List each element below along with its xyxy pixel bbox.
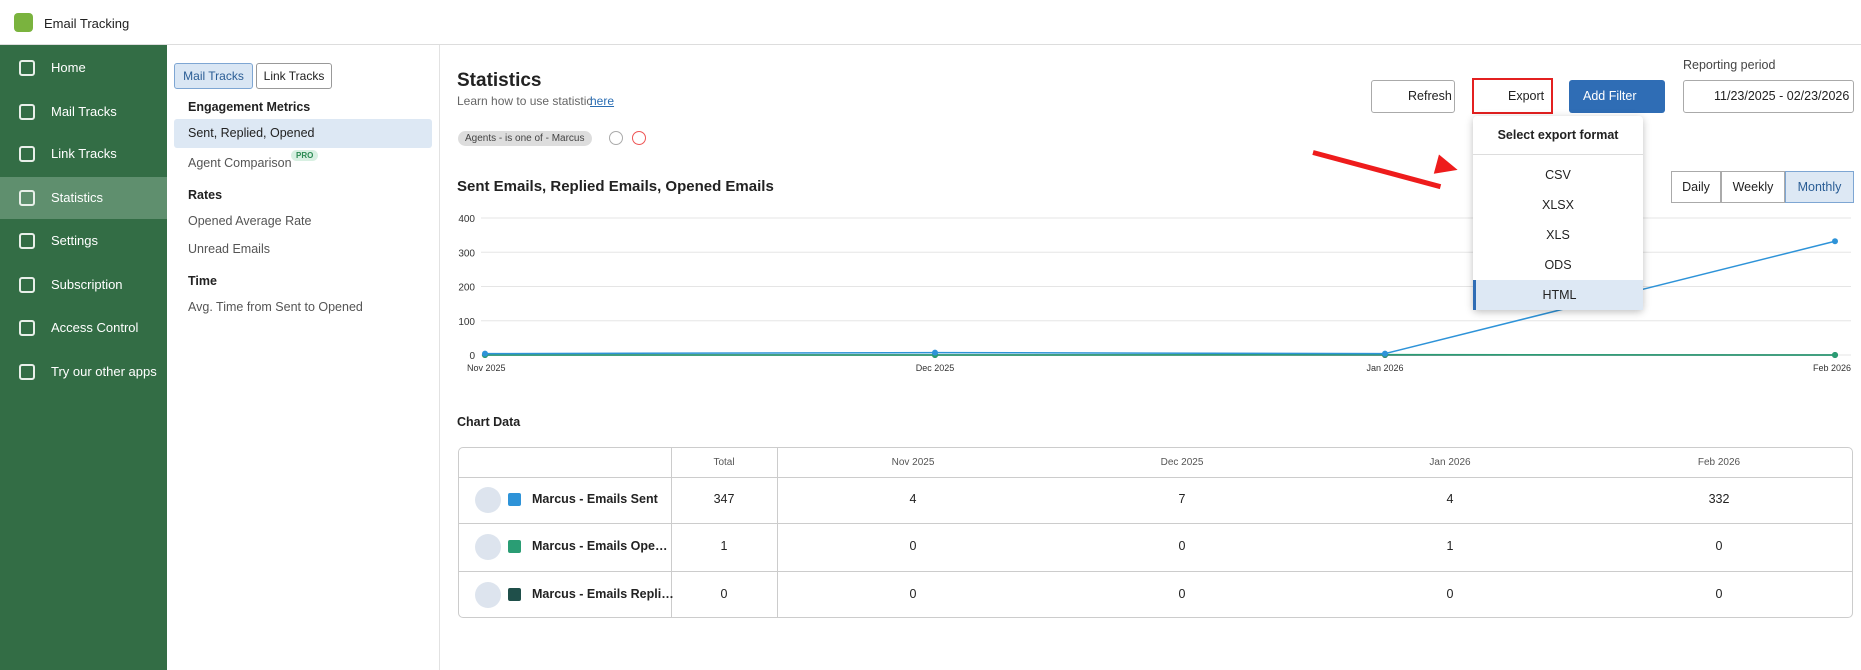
export-menu: Select export format CSV XLSX XLS ODS HTML	[1473, 116, 1643, 310]
nav-item[interactable]	[0, 177, 167, 219]
export-option[interactable]: XLSX	[1542, 198, 1574, 212]
export-option[interactable]: ODS	[1544, 258, 1572, 272]
export-option[interactable]: CSV	[1545, 168, 1571, 182]
series-swatch	[508, 540, 521, 553]
sub-nav-item[interactable]: Avg. Time from Sent to Opened	[188, 300, 363, 314]
selected-item	[174, 119, 432, 148]
period-picker[interactable]: 11/23/2025 - 02/23/2026	[1683, 80, 1854, 113]
data-table	[458, 447, 1853, 618]
export-option[interactable]: XLS	[1546, 228, 1570, 242]
menu-title: Select export format	[1497, 128, 1619, 142]
sub-nav-item[interactable]: Unread Emails	[188, 242, 270, 256]
top-bar: Email Tracking	[0, 0, 1861, 45]
row-name: Marcus - Emails Ope…	[532, 539, 668, 553]
nav-label[interactable]: Settings	[51, 233, 98, 248]
column-header: Nov 2025	[891, 457, 935, 468]
series-swatch	[508, 588, 521, 601]
cell: 0	[1178, 539, 1186, 553]
sidebar	[0, 45, 167, 670]
help-text: Learn how to use statistic	[457, 94, 593, 108]
column-header: Dec 2025	[1160, 457, 1204, 468]
add-filter-button[interactable]: Add Filter	[1569, 80, 1665, 113]
period-label: Reporting period	[1683, 58, 1776, 72]
nav-label[interactable]: Statistics	[51, 190, 104, 205]
page-title: Statistics	[457, 70, 542, 91]
section-heading: Engagement Metrics	[188, 100, 311, 114]
visibility-toggle[interactable]	[475, 534, 501, 560]
column-divider	[671, 447, 672, 618]
nav-icon	[19, 364, 35, 380]
row-divider	[458, 523, 1853, 524]
nav-label[interactable]: Subscription	[51, 277, 123, 292]
nav-icon	[19, 320, 35, 336]
row-name: Marcus - Emails Sent	[532, 492, 658, 506]
nav-label[interactable]: Access Control	[51, 320, 139, 335]
sub-nav	[167, 45, 440, 670]
table-title: Chart Data	[457, 415, 521, 429]
nav-icon	[19, 146, 35, 162]
nav-label[interactable]: Home	[51, 60, 86, 75]
cell: 332	[1708, 492, 1730, 506]
column-header: Feb 2026	[1697, 457, 1741, 468]
cell: 0	[909, 539, 917, 553]
cell: 0	[1715, 539, 1723, 553]
nav-icon	[19, 60, 35, 76]
cell: 0	[1446, 587, 1454, 601]
nav-label[interactable]: Mail Tracks	[51, 104, 117, 119]
header-divider	[458, 477, 1853, 478]
nav-label[interactable]: Try our other apps	[51, 364, 157, 379]
series-swatch	[508, 493, 521, 506]
tab-button[interactable]: Link Tracks	[256, 63, 332, 89]
nav-icon	[19, 190, 35, 206]
add-icon[interactable]	[609, 131, 623, 145]
pro-badge: PRO	[291, 150, 319, 161]
granularity-button[interactable]: Weekly	[1721, 171, 1785, 203]
tab-button[interactable]: Mail Tracks	[174, 63, 253, 89]
sub-nav-item[interactable]: Opened Average Rate	[188, 214, 312, 228]
cell: 0	[909, 587, 917, 601]
column-header: Jan 2026	[1429, 457, 1471, 468]
cell: 347	[713, 492, 735, 506]
remove-icon[interactable]	[632, 131, 646, 145]
column-header: Total	[713, 457, 735, 468]
filter-chip[interactable]: Agents - is one of - Marcus	[458, 131, 592, 146]
cell: 0	[1715, 587, 1723, 601]
section-heading: Rates	[188, 188, 223, 202]
cell: 7	[1178, 492, 1186, 506]
sub-nav-item[interactable]: Agent Comparison	[188, 156, 292, 170]
granularity-button[interactable]: Daily	[1671, 171, 1721, 203]
help-link[interactable]: here	[590, 94, 615, 108]
nav-icon	[19, 104, 35, 120]
cell: 4	[1446, 492, 1454, 506]
row-name: Marcus - Emails Repli…	[532, 587, 674, 601]
cell: 4	[909, 492, 917, 506]
cell: 0	[1178, 587, 1186, 601]
section-heading: Time	[188, 274, 217, 288]
nav-icon	[19, 277, 35, 293]
export-button[interactable]: Export	[1472, 78, 1553, 114]
cell: 1	[720, 539, 728, 553]
app-title: Email Tracking	[44, 16, 130, 31]
visibility-toggle[interactable]	[475, 487, 501, 513]
refresh-button[interactable]: Refresh	[1371, 80, 1455, 113]
granularity-button[interactable]: Monthly	[1785, 171, 1854, 203]
export-option[interactable]: HTML	[1473, 280, 1643, 310]
row-divider	[458, 571, 1853, 572]
chart-title: Sent Emails, Replied Emails, Opened Emai…	[457, 178, 774, 195]
cell: 0	[720, 587, 728, 601]
cell: 1	[1446, 539, 1454, 553]
column-divider	[777, 447, 778, 618]
sub-nav-item[interactable]: Sent, Replied, Opened	[188, 126, 315, 140]
logo	[14, 13, 33, 32]
visibility-toggle[interactable]	[475, 582, 501, 608]
menu-divider	[1473, 154, 1643, 155]
nav-label[interactable]: Link Tracks	[51, 146, 117, 161]
nav-icon	[19, 233, 35, 249]
